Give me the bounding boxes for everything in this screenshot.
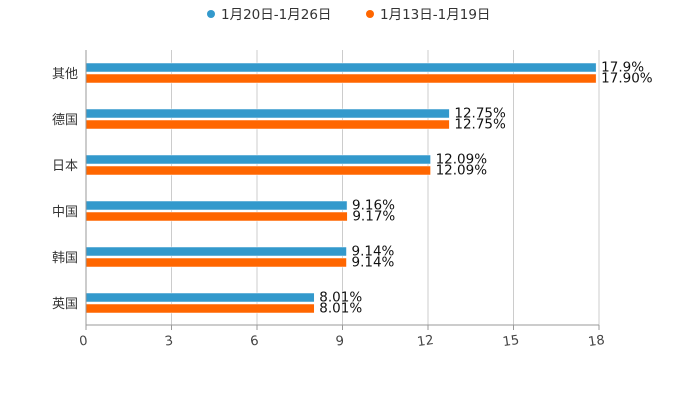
bar-series1-5[interactable] (85, 292, 315, 303)
x-tick-label: 18 (587, 333, 605, 350)
x-tick-label: 9 (335, 334, 345, 350)
bar-series2-1[interactable] (85, 119, 450, 130)
bar-series2-3[interactable] (85, 211, 348, 222)
bar-series1-4[interactable] (85, 246, 347, 257)
x-tick-label: 12 (416, 333, 434, 350)
value-label: 8.01% (319, 301, 362, 317)
value-label: 12.75% (454, 106, 506, 122)
legend-item-1[interactable]: 1月20日-1月26日 (207, 7, 331, 23)
legend-marker-icon (207, 10, 215, 18)
bar-series1-3[interactable] (85, 200, 348, 211)
value-label: 8.01% (319, 290, 362, 306)
bar-series2-4[interactable] (85, 257, 347, 268)
bars (85, 62, 597, 314)
value-label: 9.17% (352, 209, 395, 225)
category-label: 其他 (52, 67, 78, 82)
value-label: 12.09% (436, 152, 488, 168)
bar-series1-0[interactable] (85, 62, 597, 73)
bar-series2-5[interactable] (85, 303, 315, 314)
value-label: 9.14% (351, 244, 394, 260)
value-labels: 17.9%17.90% 12.75%12.75% 12.09%12.09% 9.16%… (319, 60, 653, 317)
category-label: 中国 (52, 205, 78, 220)
x-tick-label: 15 (502, 333, 520, 350)
value-label: 12.09% (436, 163, 488, 179)
x-tick-label: 3 (164, 334, 174, 350)
x-tick-label: 0 (78, 334, 88, 350)
grid-lines (171, 50, 600, 325)
bar-series2-0[interactable] (85, 73, 597, 84)
legend: 1月20日-1月26日 1月13日-1月19日 (207, 7, 490, 23)
value-label: 17.9% (601, 60, 644, 76)
value-label: 12.75% (454, 117, 506, 133)
legend-item-2[interactable]: 1月13日-1月19日 (366, 7, 490, 23)
value-label: 9.14% (351, 255, 394, 271)
category-label: 日本 (52, 159, 78, 174)
category-label: 德国 (52, 113, 78, 128)
legend-label: 1月13日-1月19日 (380, 7, 490, 23)
value-label: 9.16% (352, 198, 395, 214)
legend-label: 1月20日-1月26日 (221, 7, 331, 23)
bar-series1-2[interactable] (85, 154, 431, 165)
bar-series2-2[interactable] (85, 165, 431, 176)
category-label: 英国 (52, 297, 78, 312)
category-label: 韩国 (52, 251, 78, 266)
x-tick-label: 6 (249, 334, 259, 350)
value-label: 17.90% (601, 71, 653, 87)
bar-series1-1[interactable] (85, 108, 450, 119)
legend-marker-icon (366, 10, 374, 18)
